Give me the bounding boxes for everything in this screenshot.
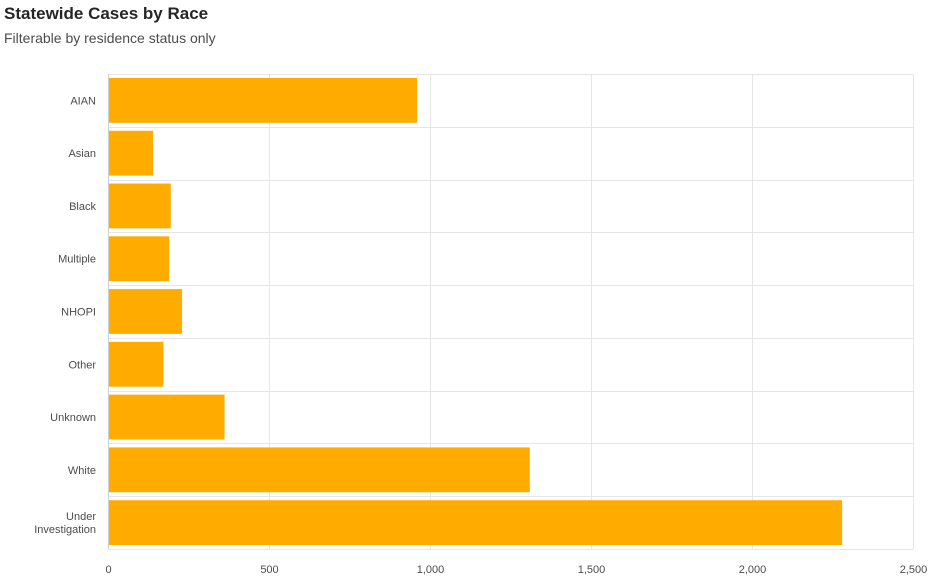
x-tick-label: 1,500	[578, 564, 606, 576]
chart-subtitle: Filterable by residence status only	[4, 30, 216, 46]
bar	[108, 341, 164, 387]
bar	[108, 394, 225, 440]
x-tick-label: 500	[260, 564, 278, 576]
y-category-label: Under Investigation	[34, 511, 96, 536]
x-tick-label: 2,500	[900, 564, 928, 576]
y-category-label: AIAN	[70, 95, 96, 107]
bar	[108, 78, 418, 123]
x-tick-label: 1,000	[417, 564, 445, 576]
y-category-label: Other	[68, 359, 96, 371]
y-category-label: Black	[69, 201, 96, 213]
bar	[108, 289, 183, 334]
y-category-label: Unknown	[50, 412, 96, 424]
bar	[108, 500, 843, 545]
y-category-label: NHOPI	[61, 307, 96, 319]
y-category-label: Multiple	[58, 254, 96, 266]
y-category-label: White	[68, 465, 96, 477]
bar	[108, 447, 530, 493]
x-tick-label: 0	[105, 564, 111, 576]
y-category-label: Asian	[68, 148, 96, 160]
bar	[108, 183, 171, 229]
bar	[108, 236, 170, 282]
x-tick-label: 2,000	[739, 564, 767, 576]
chart-title: Statewide Cases by Race	[4, 4, 209, 23]
bar	[108, 130, 154, 176]
